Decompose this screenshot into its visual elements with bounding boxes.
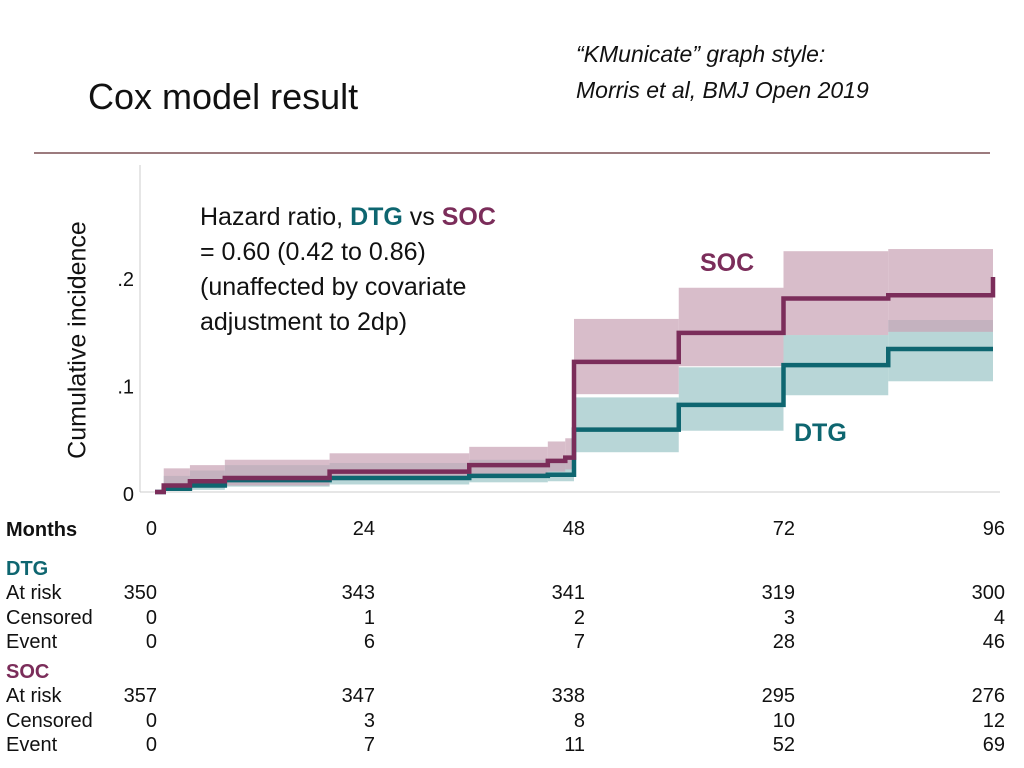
soc-step-line <box>155 277 996 495</box>
y-tick-label: .2 <box>117 269 134 291</box>
annotation-line-4: adjustment to 2dp) <box>200 308 408 336</box>
title-divider <box>34 152 990 154</box>
soc-ci-band <box>469 446 548 475</box>
y-tick-label: 0 <box>123 484 134 506</box>
dtg-series-label: DTG <box>794 419 847 447</box>
annotation-vs: vs <box>402 203 442 231</box>
credit-note: “KMunicate” graph style: Morris et al, B… <box>576 36 869 108</box>
hazard-ratio-annotation: Hazard ratio, DTG vs SOC = 0.60 (0.42 to… <box>200 200 496 340</box>
annotation-line-1: Hazard ratio, DTG vs SOC <box>200 200 496 235</box>
soc-ci-band <box>783 251 889 336</box>
credit-line-1: “KMunicate” graph style: <box>576 41 826 67</box>
soc-ci-band <box>329 453 470 481</box>
y-axis-label: Cumulative incidence <box>63 221 92 459</box>
dtg-ci-band <box>678 367 784 431</box>
dtg-ci-band <box>574 397 679 453</box>
annotation-prefix: Hazard ratio, <box>200 203 351 231</box>
soc-ci-band <box>565 438 574 470</box>
soc-ci-band <box>678 287 784 367</box>
soc-series-label: SOC <box>700 249 755 277</box>
soc-ci-band <box>888 249 993 332</box>
y-tick-label: .1 <box>117 377 134 399</box>
credit-line-2: Morris et al, BMJ Open 2019 <box>576 77 869 103</box>
soc-ci-band <box>574 318 679 395</box>
annotation-soc: SOC <box>441 203 496 231</box>
annotation-line-3: (unaffected by covariate <box>200 273 467 301</box>
soc-ci-band <box>547 441 566 472</box>
annotation-dtg: DTG <box>350 203 403 231</box>
annotation-line-2: = 0.60 (0.42 to 0.86) <box>200 238 426 266</box>
slide-title: Cox model result <box>88 76 359 117</box>
